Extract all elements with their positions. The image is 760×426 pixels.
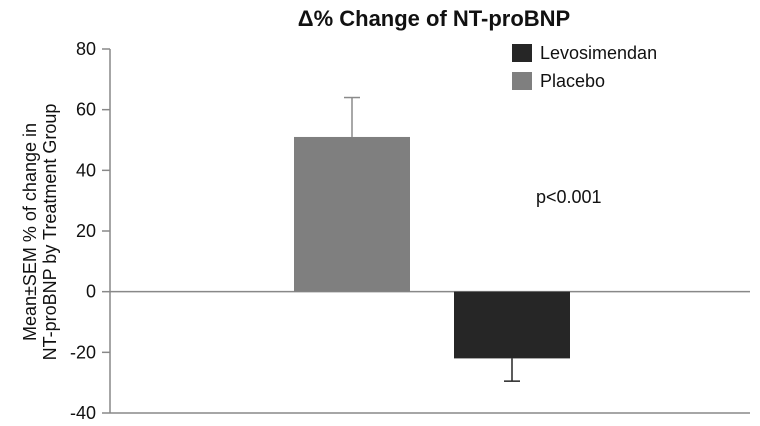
y-ticks: 80 60 40 20 0 -20 -40 (70, 39, 110, 423)
chart-title: Δ% Change of NT-proBNP (298, 6, 570, 31)
y-tick-label: 0 (86, 282, 96, 302)
y-axis-label: Mean±SEM % of change in NT-proBNP by Tre… (20, 104, 60, 361)
y-tick-label: -20 (70, 342, 96, 362)
y-axis-label-line-2: NT-proBNP by Treatment Group (40, 104, 60, 361)
y-tick-label: 60 (76, 100, 96, 120)
legend-swatch-placebo (512, 72, 532, 90)
y-tick-label: -40 (70, 403, 96, 423)
bar-placebo (294, 136, 410, 292)
y-tick-label: 40 (76, 160, 96, 180)
bar-levosimendan (454, 291, 570, 359)
p-value-annotation: p<0.001 (536, 187, 602, 207)
legend: Levosimendan Placebo (512, 43, 657, 91)
legend-label-levosimendan: Levosimendan (540, 43, 657, 63)
legend-swatch-levosimendan (512, 44, 532, 62)
y-tick-label: 80 (76, 39, 96, 59)
legend-label-placebo: Placebo (540, 71, 605, 91)
y-axis-label-line-1: Mean±SEM % of change in (20, 123, 40, 341)
bars (294, 96, 570, 382)
y-tick-label: 20 (76, 221, 96, 241)
